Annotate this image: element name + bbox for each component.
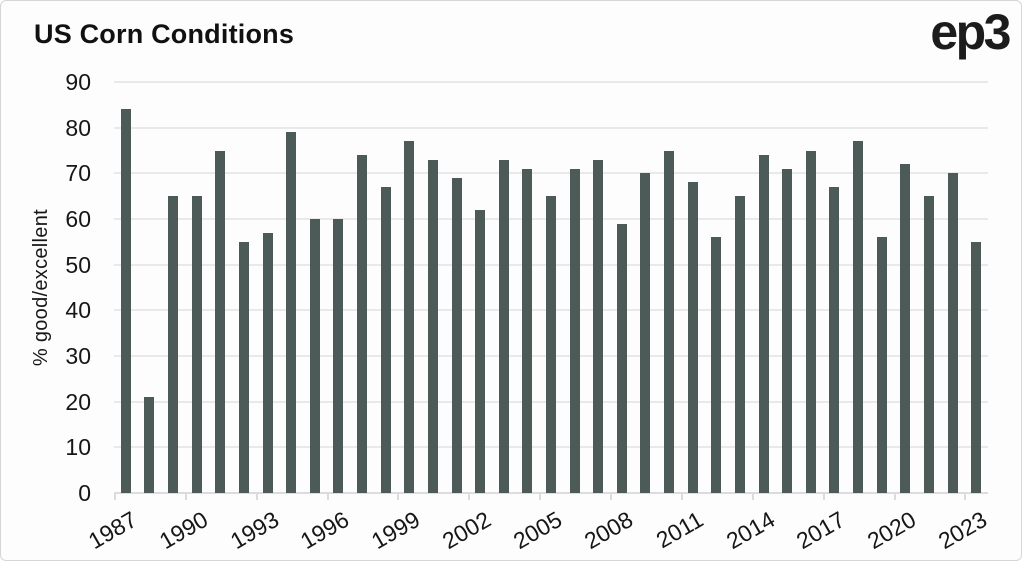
bar-2023 (971, 241, 982, 493)
x-tick-mark-1990 (184, 493, 187, 500)
x-tick-mark-2008 (610, 493, 613, 500)
x-tick-mark-2005 (539, 493, 542, 500)
bar-1989 (168, 196, 179, 493)
y-tick-label-80: 80 (65, 114, 91, 141)
bar-2018 (853, 141, 864, 493)
bar-2019 (876, 237, 887, 493)
y-tick-label-30: 30 (65, 343, 91, 369)
y-tick-label-10: 10 (65, 434, 91, 461)
gridline-y-90 (114, 81, 988, 83)
x-tick-mark-1996 (326, 493, 329, 500)
x-axis-line (114, 492, 988, 494)
bar-2008 (616, 223, 627, 493)
bar-2014 (758, 155, 769, 493)
y-tick-label-50: 50 (65, 251, 91, 278)
bar-2003 (498, 159, 509, 493)
plot-area (114, 81, 988, 500)
x-tick-label-1990: 1990 (154, 506, 212, 555)
bar-1997 (357, 155, 368, 493)
bar-2022 (947, 173, 958, 493)
bar-2000 (427, 159, 438, 493)
bar-2004 (522, 168, 533, 493)
x-tick-mark-2017 (822, 493, 825, 500)
gridline-y-70 (114, 172, 988, 175)
y-tick-label-40: 40 (65, 297, 91, 324)
x-tick-mark-2002 (468, 493, 471, 500)
bar-2006 (569, 168, 580, 493)
bar-1990 (191, 196, 202, 493)
bar-1994 (286, 132, 297, 493)
ep3-logo: ep3 (930, 4, 1011, 60)
x-tick-mark-2023 (964, 493, 967, 500)
x-tick-mark-2011 (680, 493, 683, 500)
x-tick-label-1999: 1999 (367, 506, 425, 555)
bar-2021 (923, 196, 934, 493)
bar-2011 (687, 182, 698, 493)
x-axis-tick-labels: 1987 1990 1993 1996 1999 2002 2005 2008 2011 2014… (84, 498, 992, 558)
y-axis-tick-labels: 0 10 20 30 40 50 60 70 80 90 (1, 71, 101, 505)
gridline-y-80 (114, 126, 988, 129)
bar-1992 (238, 241, 249, 493)
bar-1995 (309, 219, 320, 493)
bar-2009 (640, 173, 651, 493)
x-tick-label-1993: 1993 (225, 506, 283, 555)
x-tick-label-2014: 2014 (721, 506, 779, 555)
x-tick-label-2002: 2002 (438, 506, 496, 555)
bar-2001 (451, 177, 462, 493)
x-tick-mark-1993 (255, 493, 258, 500)
x-tick-label-2005: 2005 (508, 506, 567, 555)
y-tick-label-70: 70 (65, 160, 91, 187)
chart-title: US Corn Conditions (34, 19, 295, 49)
x-tick-mark-1987 (114, 493, 116, 500)
bar-2010 (664, 150, 675, 493)
y-tick-label-20: 20 (65, 388, 91, 415)
bar-1987 (120, 109, 131, 493)
bar-2015 (782, 168, 793, 493)
bar-2012 (711, 237, 722, 493)
x-tick-label-2023: 2023 (934, 506, 992, 555)
bar-2017 (829, 187, 840, 493)
bar-1993 (262, 232, 273, 493)
x-tick-mark-2020 (893, 493, 896, 500)
bar-2020 (900, 164, 911, 493)
bar-2005 (546, 196, 556, 493)
bar-2007 (593, 159, 604, 493)
bar-2016 (805, 150, 816, 493)
x-tick-label-2020: 2020 (863, 506, 921, 555)
x-tick-mark-1999 (397, 493, 400, 500)
y-tick-label-60: 60 (65, 206, 91, 232)
x-tick-label-2017: 2017 (792, 506, 850, 555)
y-tick-label-90: 90 (65, 69, 91, 95)
bar-1999 (404, 141, 415, 493)
x-tick-label-2008: 2008 (579, 506, 638, 555)
y-tick-label-0: 0 (78, 480, 91, 506)
bar-1998 (380, 187, 391, 493)
x-tick-label-1996: 1996 (296, 506, 354, 555)
x-tick-label-1987: 1987 (83, 506, 141, 555)
bar-1996 (333, 219, 344, 493)
bar-1988 (144, 397, 155, 493)
x-tick-mark-2014 (751, 493, 754, 500)
bar-2013 (734, 196, 745, 493)
x-tick-label-2011: 2011 (652, 506, 708, 554)
bar-2002 (475, 209, 486, 493)
bar-1991 (215, 150, 226, 493)
